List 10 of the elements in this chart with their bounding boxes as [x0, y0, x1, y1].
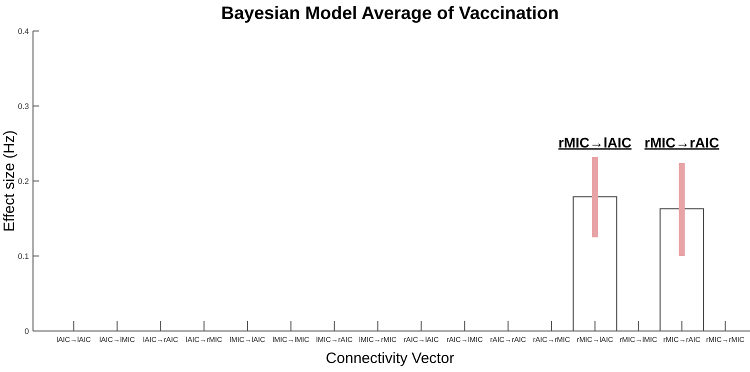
y-tick-label: 0.1 [18, 252, 30, 261]
x-axis-title: Connectivity Vector [326, 350, 454, 367]
annotation: rMIC→rAIC [644, 134, 720, 150]
y-tick-label: 0.4 [18, 27, 30, 36]
y-tick-label: 0 [24, 327, 30, 336]
chart-title: Bayesian Model Average of Vaccination [221, 3, 559, 23]
annotation: rMIC→lAIC [558, 134, 632, 150]
y-axis-title: Effect size (Hz) [1, 130, 18, 232]
y-tick-label: 0.3 [18, 102, 30, 111]
y-tick-label: 0.2 [18, 177, 30, 186]
